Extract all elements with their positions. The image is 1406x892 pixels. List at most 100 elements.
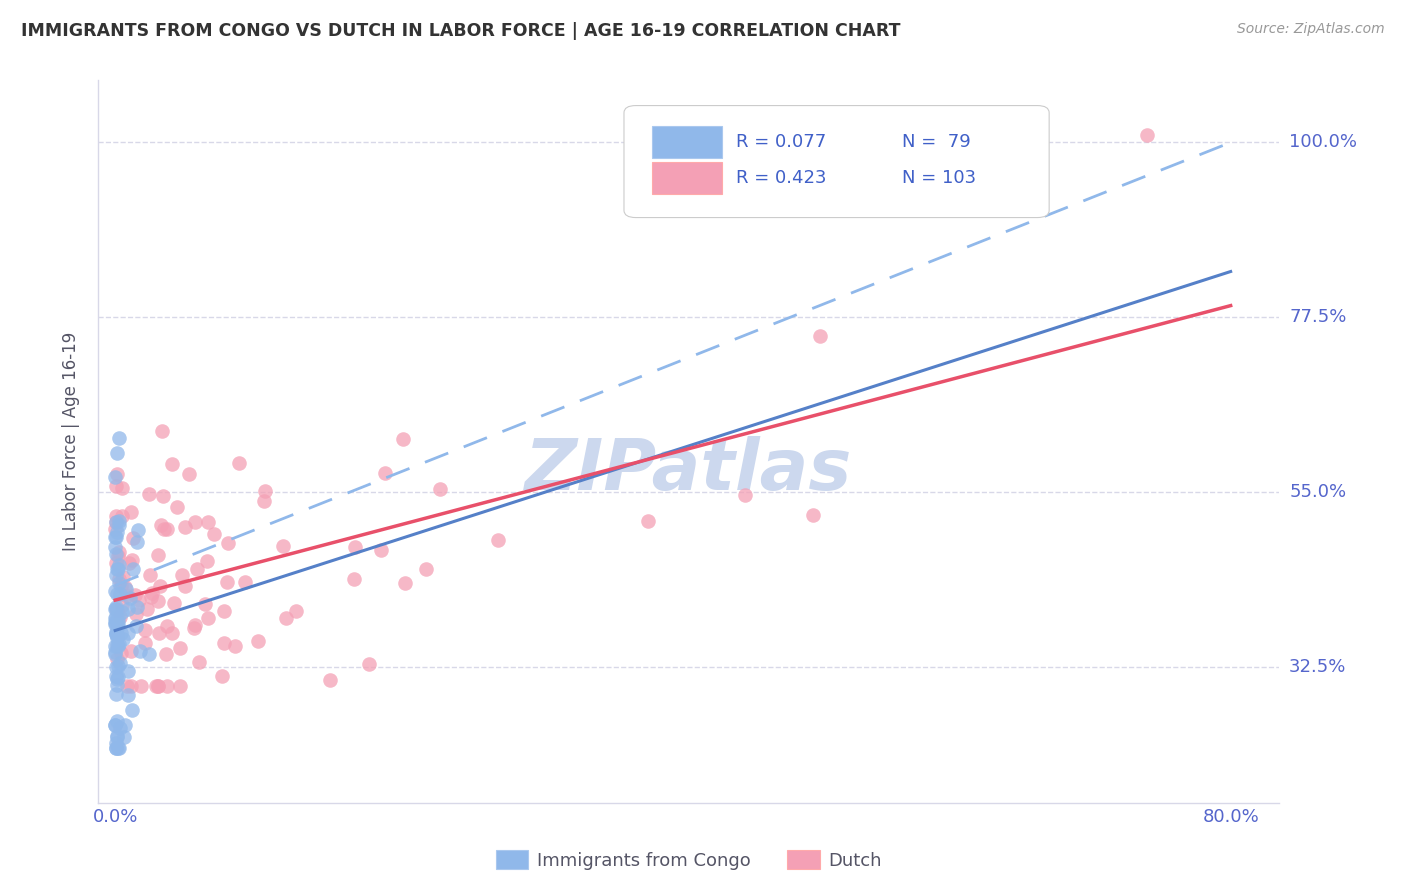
- Point: [108, 576, 131, 591]
- Point: [153, 522, 176, 536]
- Point: [105, 678, 128, 692]
- Point: [108, 544, 131, 558]
- Point: [392, 433, 415, 447]
- FancyBboxPatch shape: [652, 162, 723, 194]
- Point: [104, 515, 127, 529]
- FancyBboxPatch shape: [624, 105, 1049, 218]
- Point: [254, 483, 277, 498]
- Point: [120, 679, 142, 693]
- Point: [107, 741, 129, 756]
- Point: [104, 469, 127, 483]
- Point: [139, 590, 162, 604]
- Point: [146, 549, 169, 563]
- Text: 100.0%: 100.0%: [1289, 134, 1357, 152]
- Point: [111, 508, 134, 523]
- Point: [108, 514, 131, 528]
- Text: ZIPatlas: ZIPatlas: [526, 436, 852, 505]
- Point: [115, 582, 138, 596]
- Point: [111, 599, 134, 613]
- Point: [112, 570, 135, 584]
- Point: [104, 530, 127, 544]
- Text: 32.5%: 32.5%: [1289, 657, 1347, 676]
- Point: [129, 644, 152, 658]
- Point: [117, 688, 139, 702]
- Point: [127, 523, 149, 537]
- Point: [107, 431, 129, 445]
- Point: [486, 533, 509, 547]
- Point: [104, 639, 127, 653]
- Point: [125, 618, 148, 632]
- Text: 55.0%: 55.0%: [1289, 483, 1347, 501]
- Point: [152, 489, 174, 503]
- Point: [187, 655, 209, 669]
- Point: [104, 567, 127, 582]
- Legend: Immigrants from Congo, Dutch: Immigrants from Congo, Dutch: [488, 843, 890, 877]
- Point: [104, 718, 127, 732]
- Point: [108, 587, 131, 601]
- Point: [112, 730, 135, 744]
- Point: [118, 591, 141, 606]
- Point: [155, 647, 177, 661]
- Point: [117, 679, 139, 693]
- Point: [104, 547, 127, 561]
- Point: [138, 487, 160, 501]
- Point: [156, 679, 179, 693]
- Point: [107, 561, 129, 575]
- Point: [104, 645, 127, 659]
- Point: [105, 627, 128, 641]
- Point: [105, 627, 128, 641]
- Point: [120, 505, 142, 519]
- Point: [1136, 128, 1159, 142]
- Point: [146, 679, 169, 693]
- Point: [271, 539, 294, 553]
- Point: [202, 527, 225, 541]
- Text: R = 0.077: R = 0.077: [737, 133, 827, 151]
- Point: [150, 424, 173, 438]
- Point: [184, 618, 207, 632]
- Point: [359, 657, 381, 671]
- Point: [186, 562, 208, 576]
- Point: [149, 517, 172, 532]
- Point: [105, 478, 128, 492]
- Point: [105, 508, 128, 523]
- Point: [104, 669, 127, 683]
- Point: [110, 646, 132, 660]
- Point: [105, 603, 128, 617]
- Point: [122, 531, 145, 545]
- Y-axis label: In Labor Force | Age 16-19: In Labor Force | Age 16-19: [62, 332, 80, 551]
- Point: [111, 605, 134, 619]
- Point: [127, 534, 149, 549]
- Point: [148, 679, 170, 693]
- Point: [110, 721, 132, 735]
- Point: [108, 637, 131, 651]
- Point: [105, 736, 128, 750]
- Point: [166, 500, 188, 514]
- Point: [145, 679, 167, 693]
- Point: [105, 714, 128, 728]
- Point: [134, 636, 156, 650]
- Point: [104, 741, 127, 756]
- Point: [107, 611, 129, 625]
- Point: [146, 594, 169, 608]
- Point: [370, 543, 392, 558]
- Point: [114, 718, 136, 732]
- Text: IMMIGRANTS FROM CONGO VS DUTCH IN LABOR FORCE | AGE 16-19 CORRELATION CHART: IMMIGRANTS FROM CONGO VS DUTCH IN LABOR …: [21, 22, 901, 40]
- Point: [141, 586, 163, 600]
- Point: [105, 562, 128, 576]
- Point: [174, 519, 197, 533]
- Point: [162, 596, 184, 610]
- Text: N = 103: N = 103: [901, 169, 976, 186]
- Point: [149, 580, 172, 594]
- Point: [105, 524, 128, 539]
- Point: [108, 518, 131, 533]
- Text: 77.5%: 77.5%: [1289, 309, 1347, 326]
- Point: [319, 673, 342, 688]
- Point: [344, 540, 367, 554]
- Point: [125, 607, 148, 621]
- Point: [212, 636, 235, 650]
- Point: [233, 574, 256, 589]
- Point: [117, 589, 139, 603]
- Point: [197, 611, 219, 625]
- Point: [105, 652, 128, 666]
- Point: [136, 602, 159, 616]
